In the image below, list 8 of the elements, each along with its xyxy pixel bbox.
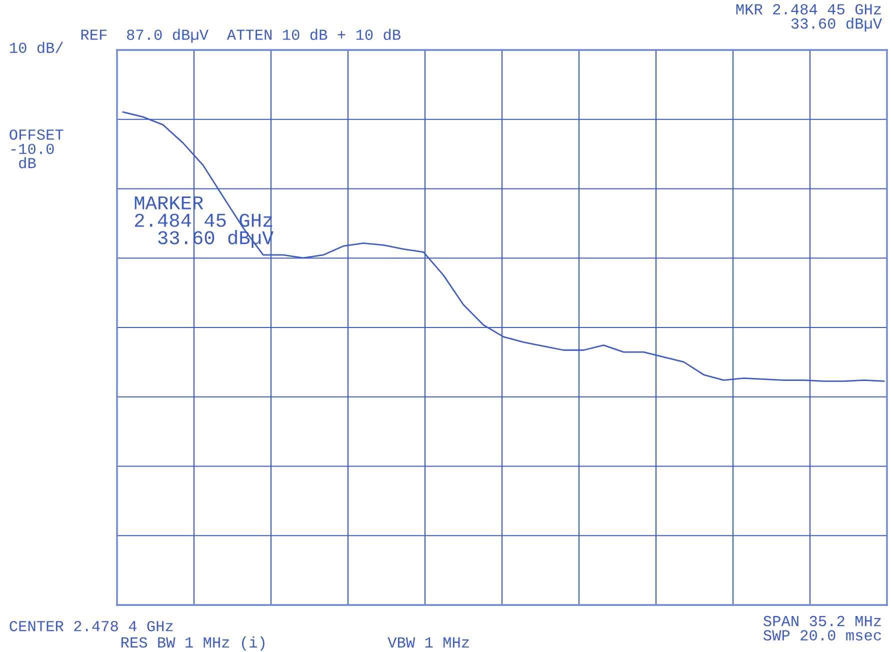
text: 10 dB/ <box>10 42 64 54</box>
text: REF 87.0 dBµV ATTEN 10 dB + 10 dB <box>81 28 400 43</box>
text: RES BW 1 MHz (i) <box>121 636 264 651</box>
text: VBW 1 MHz <box>388 637 469 648</box>
text: CENTER 2.478 4 GHz <box>10 620 173 632</box>
text: OFFSET -10.0 dB <box>10 129 64 168</box>
text: MKR 2.484 45 GHz 33.60 dBµV <box>736 4 882 32</box>
text: SPAN 35.2 MHz SWP 20.0 msec <box>763 616 881 641</box>
